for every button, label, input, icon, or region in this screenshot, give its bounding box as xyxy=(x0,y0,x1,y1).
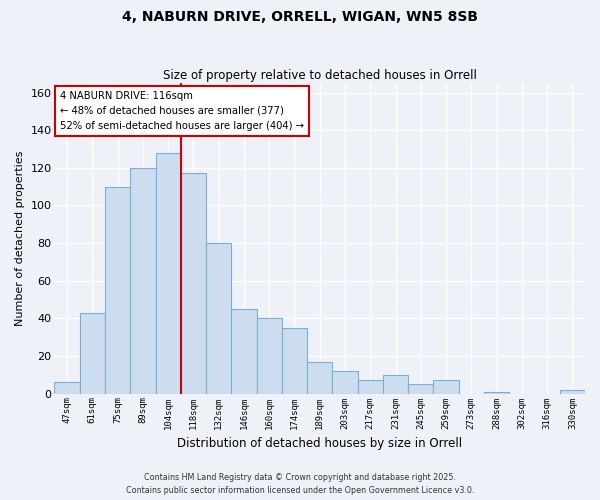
Bar xyxy=(130,168,155,394)
Text: 4 NABURN DRIVE: 116sqm
← 48% of detached houses are smaller (377)
52% of semi-de: 4 NABURN DRIVE: 116sqm ← 48% of detached… xyxy=(60,91,304,130)
Text: Contains HM Land Registry data © Crown copyright and database right 2025.
Contai: Contains HM Land Registry data © Crown c… xyxy=(126,474,474,495)
Bar xyxy=(433,380,458,394)
Bar xyxy=(484,392,509,394)
Bar xyxy=(80,312,105,394)
Bar xyxy=(332,371,358,394)
Bar xyxy=(55,382,80,394)
Y-axis label: Number of detached properties: Number of detached properties xyxy=(15,150,25,326)
Bar xyxy=(105,186,130,394)
Bar xyxy=(257,318,282,394)
Bar xyxy=(307,362,332,394)
Bar xyxy=(206,243,232,394)
Bar xyxy=(408,384,433,394)
Bar xyxy=(232,309,257,394)
Bar xyxy=(282,328,307,394)
Bar xyxy=(181,174,206,394)
Bar xyxy=(560,390,585,394)
Bar xyxy=(358,380,383,394)
Bar xyxy=(155,153,181,394)
Bar xyxy=(383,375,408,394)
Title: Size of property relative to detached houses in Orrell: Size of property relative to detached ho… xyxy=(163,69,476,82)
Text: 4, NABURN DRIVE, ORRELL, WIGAN, WN5 8SB: 4, NABURN DRIVE, ORRELL, WIGAN, WN5 8SB xyxy=(122,10,478,24)
X-axis label: Distribution of detached houses by size in Orrell: Distribution of detached houses by size … xyxy=(177,437,462,450)
